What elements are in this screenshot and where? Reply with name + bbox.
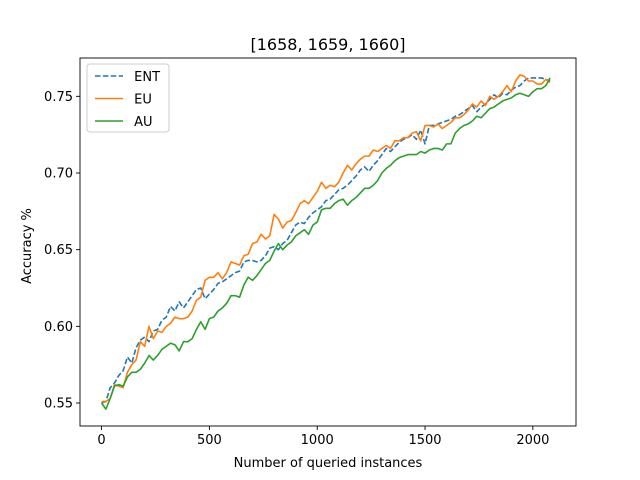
x-axis-label: Number of queried instances: [234, 456, 423, 471]
x-tick-label: 0: [97, 433, 105, 448]
legend-label-ent: ENT: [130, 70, 160, 85]
series-line-au: [100, 77, 551, 410]
series-layer: [100, 74, 551, 410]
y-axis-label: Accuracy %: [20, 208, 35, 284]
legend-label-eu: EU: [130, 93, 152, 108]
x-tick-label: 1000: [301, 433, 334, 448]
series-line-ent: [101, 77, 551, 404]
y-tick-label: 0.75: [44, 90, 73, 105]
legend-label-au: AU: [130, 115, 153, 130]
y-tick-label: 0.60: [44, 320, 73, 335]
series-line-eu: [101, 74, 551, 403]
chart-title: [1658, 1659, 1660]: [251, 35, 406, 54]
y-tick-label: 0.55: [44, 397, 73, 412]
axes-layer: 0 500 1000 1500 2000 0.55 0.60 0.65 0.70 0.75: [44, 57, 577, 448]
series-group: [100, 74, 551, 410]
legend-box: [86, 63, 170, 133]
legend: ENT EU AU: [86, 63, 170, 133]
x-tick-label: 2000: [516, 433, 549, 448]
y-tick-label: 0.65: [44, 243, 73, 258]
y-tick-label: 0.70: [44, 167, 73, 182]
x-tick-label: 500: [197, 433, 222, 448]
plot-frame: [79, 57, 577, 427]
x-tick-label: 1500: [408, 433, 441, 448]
